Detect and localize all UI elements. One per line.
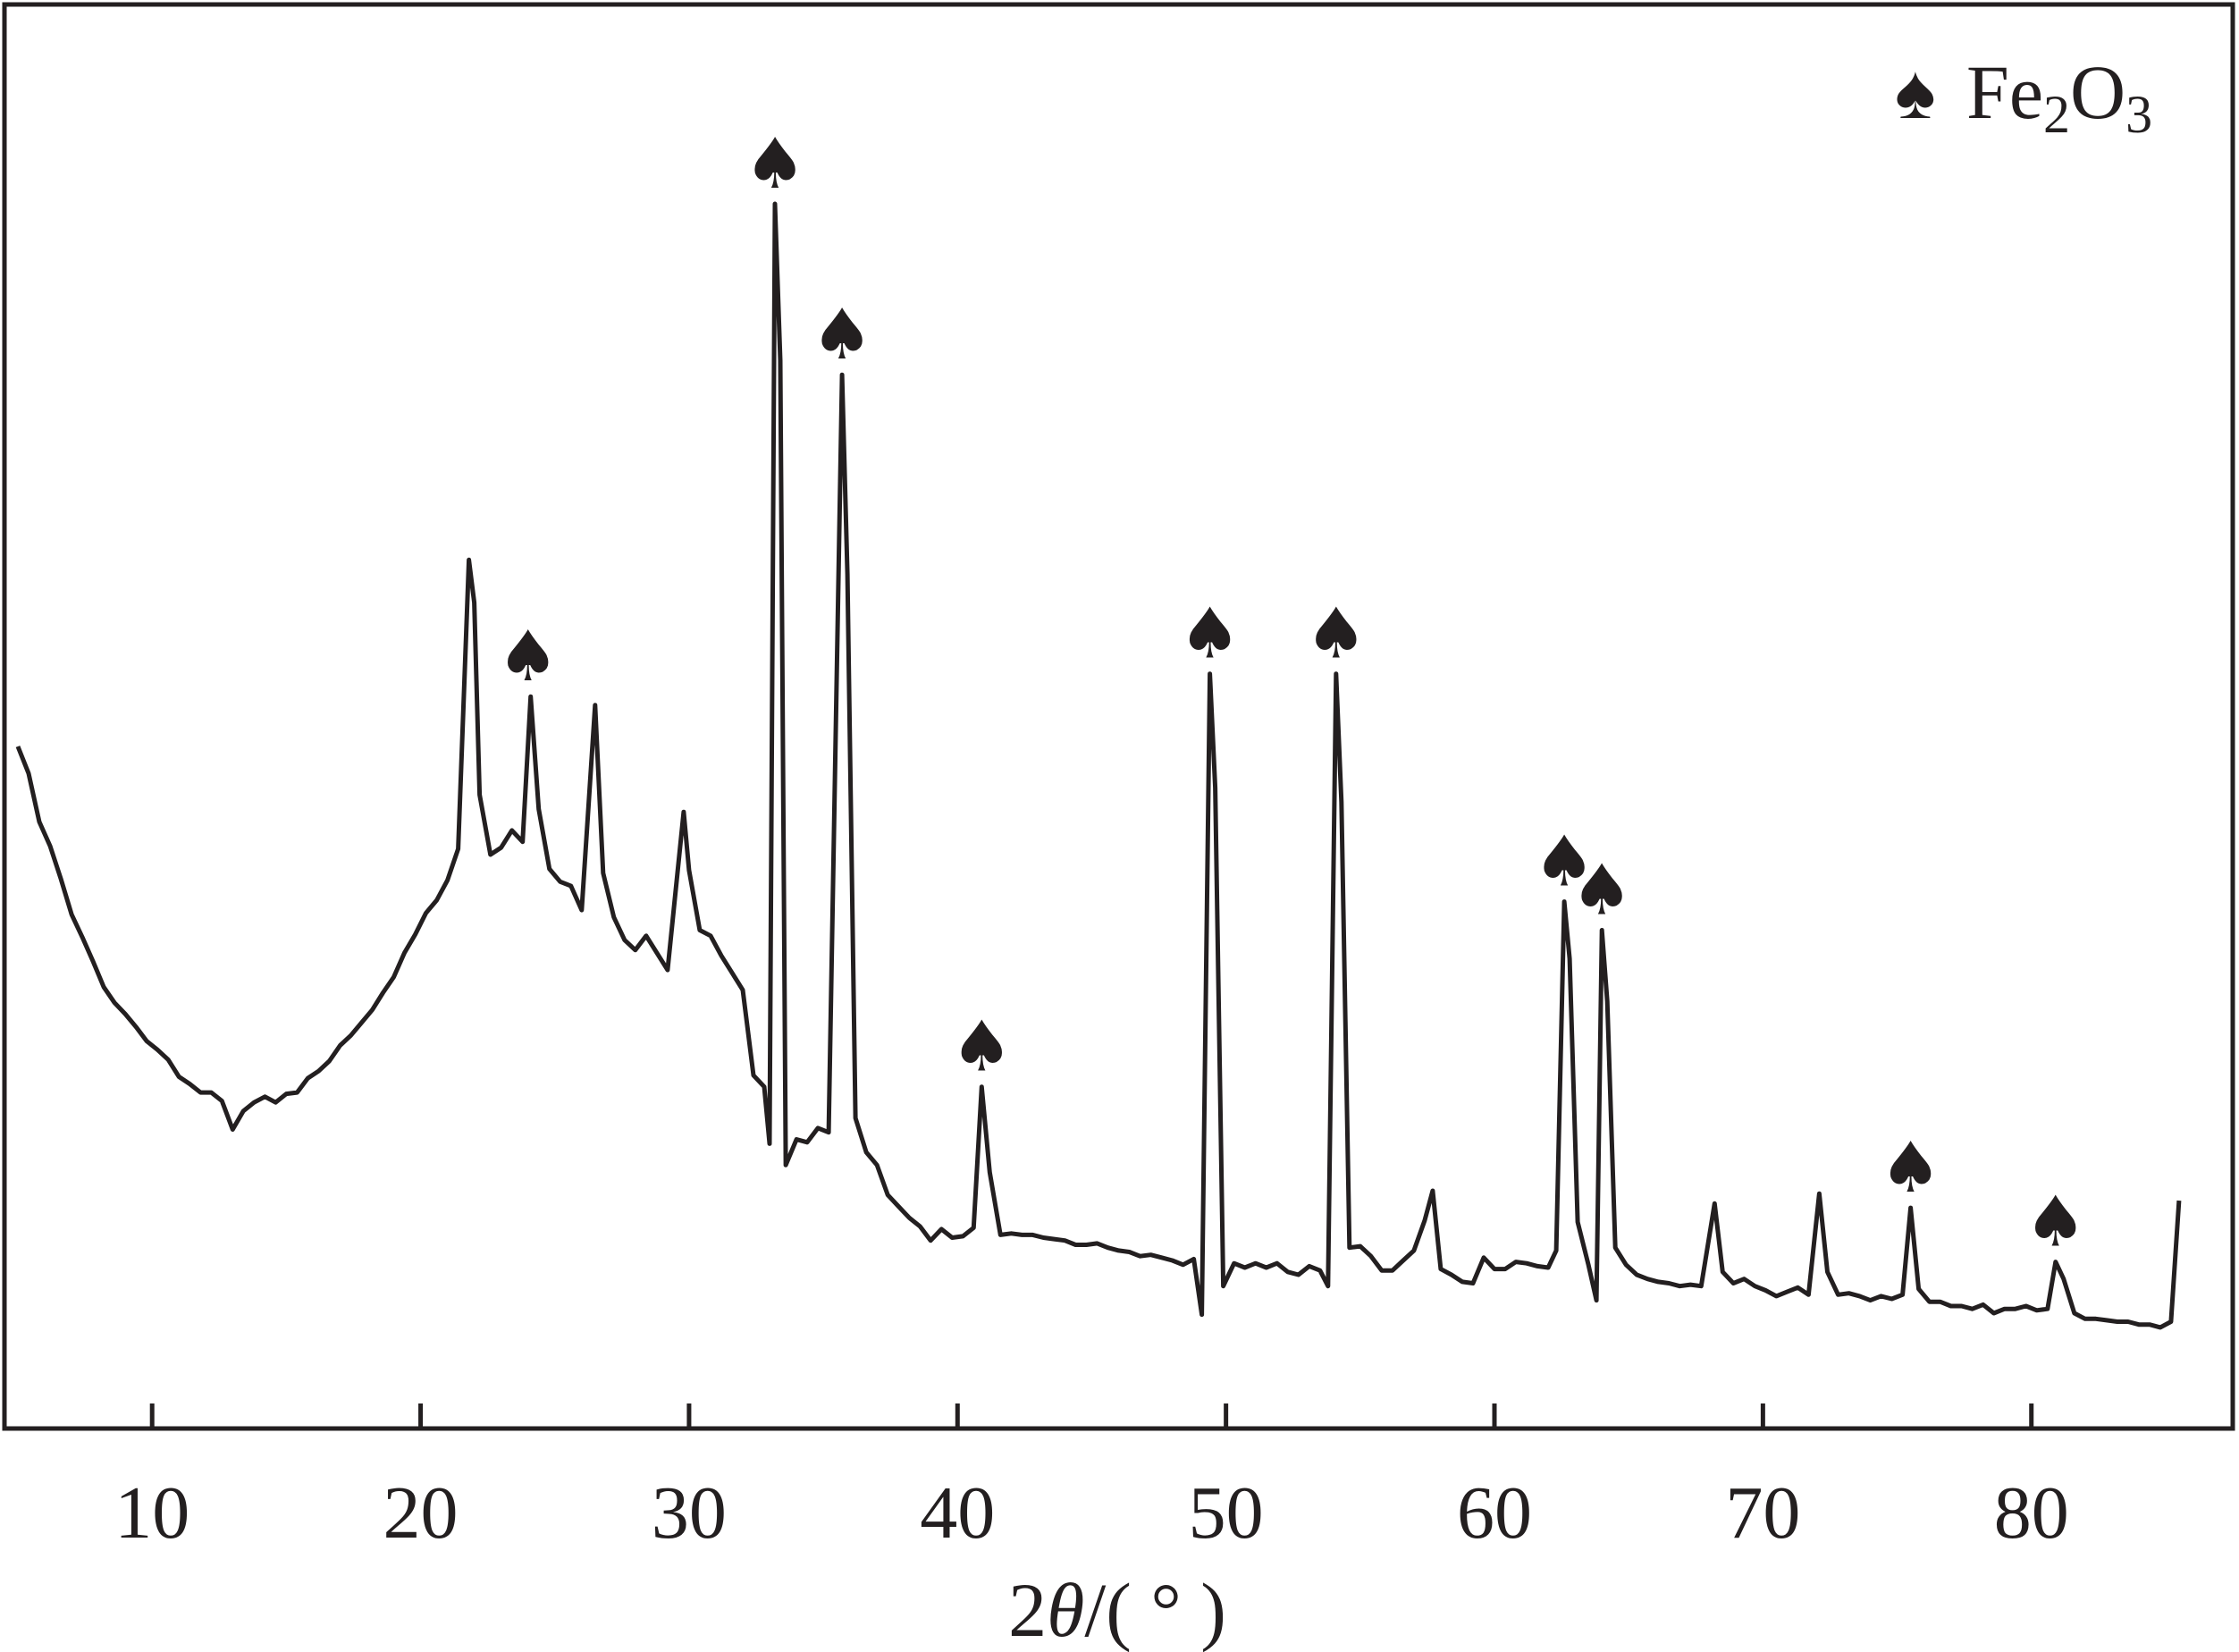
x-tick-label-80: 80: [1994, 1471, 2069, 1555]
legend-subscript: 2: [2043, 85, 2070, 144]
peak-marker-4: ♠: [950, 1007, 1013, 1088]
peak-marker-7: ♠: [1533, 822, 1595, 903]
x-tick-label-30: 30: [652, 1471, 727, 1555]
peak-marker-10: ♠: [2024, 1183, 2087, 1263]
x-label-suffix: /( ° ): [1084, 1567, 1226, 1652]
peak-marker-8: ♠: [1570, 850, 1633, 931]
x-axis-ticks: [149, 1403, 2034, 1429]
x-tick-label-40: 40: [920, 1471, 995, 1555]
plot-frame: [2, 2, 2235, 1431]
x-tick-label-10: 10: [114, 1471, 189, 1555]
x-tick-label-20: 20: [383, 1471, 459, 1555]
x-tick-label-50: 50: [1189, 1471, 1264, 1555]
x-label-symbol: θ: [1047, 1567, 1084, 1652]
x-tick-label-60: 60: [1457, 1471, 1532, 1555]
peak-marker-1: ♠: [497, 617, 560, 697]
peak-marker-3: ♠: [811, 295, 873, 375]
legend-label: Fe2O3: [1966, 49, 2152, 144]
legend-text-part: O: [2070, 49, 2125, 135]
legend: ♠ Fe2O3: [1895, 49, 2152, 144]
peak-marker-2: ♠: [744, 124, 806, 205]
x-axis-label: 2θ/( ° ): [1008, 1567, 1226, 1652]
peak-marker-9: ♠: [1880, 1128, 1942, 1209]
peak-marker-5: ♠: [1179, 594, 1242, 675]
legend-marker-icon: ♠: [1895, 49, 1936, 135]
peak-markers: ♠♠♠♠♠ ♠♠♠♠♠: [497, 124, 2087, 1263]
diffraction-pattern-line: [15, 201, 2182, 1330]
legend-subscript: 3: [2125, 85, 2152, 144]
x-axis-tick-labels: 10 20 30 40 50 60 70 80: [114, 1471, 2069, 1555]
peak-marker-6: ♠: [1305, 594, 1368, 675]
x-tick-label-70: 70: [1725, 1471, 1800, 1555]
x-label-prefix: 2: [1008, 1567, 1047, 1652]
legend-text-part: Fe: [1966, 49, 2043, 135]
